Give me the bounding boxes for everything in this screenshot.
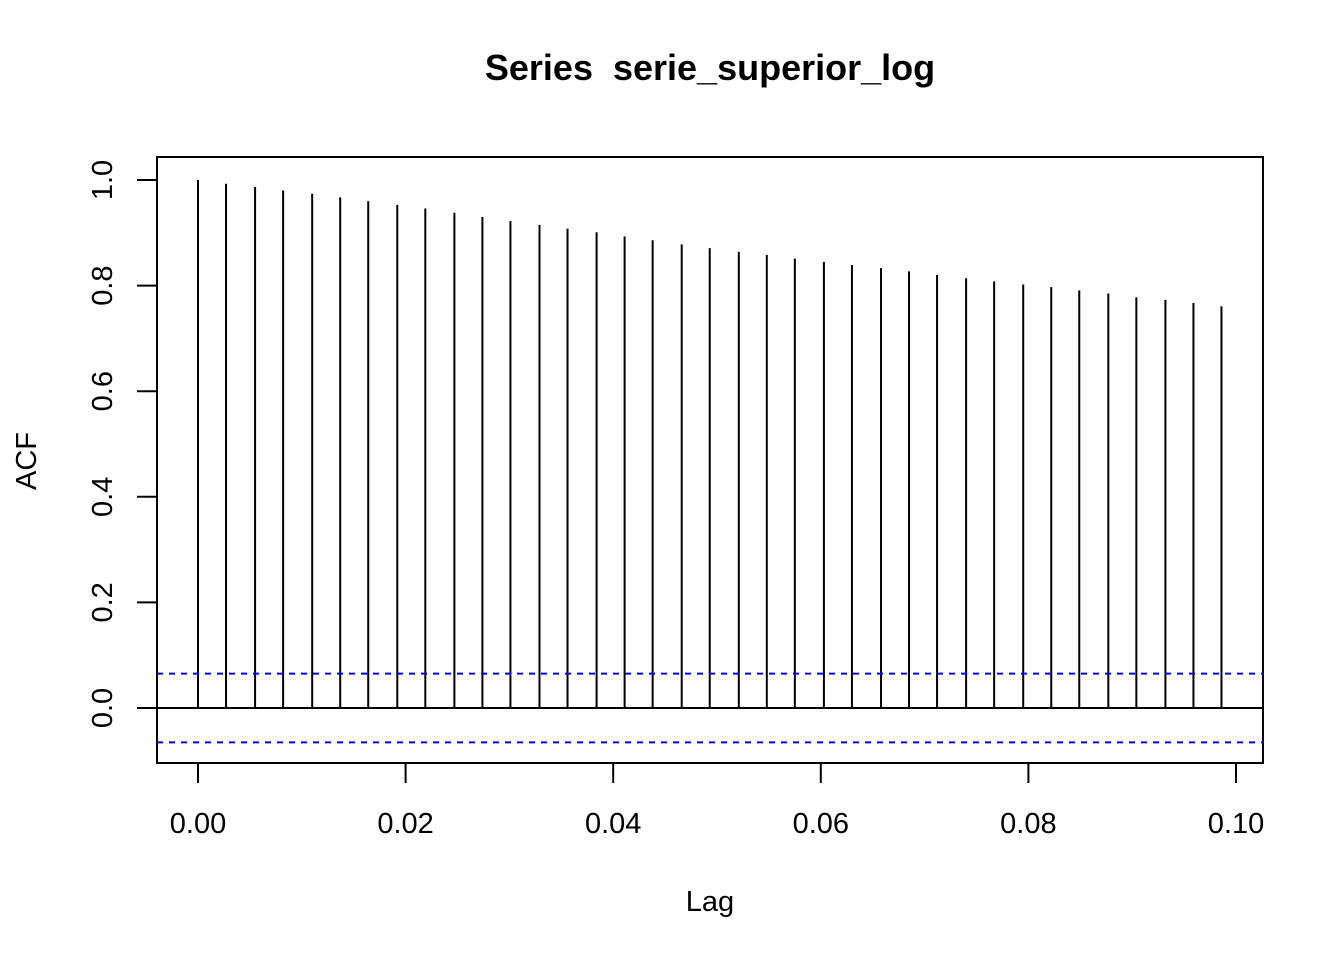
y-tick-label: 0.4 — [87, 477, 119, 517]
x-tick-label: 0.00 — [170, 808, 226, 840]
y-tick-label: 0.8 — [87, 265, 119, 305]
y-tick-label: 0.2 — [87, 582, 119, 622]
confidence-bounds — [157, 672, 1263, 744]
acf-bars — [197, 180, 1223, 708]
x-tick-label: 0.08 — [1000, 808, 1056, 840]
y-tick-label: 1.0 — [87, 160, 119, 200]
x-tick-label: 0.06 — [793, 808, 849, 840]
y-axis: 0.0 0.2 0.4 0.6 0.8 1.0 — [87, 160, 158, 728]
y-axis-label: ACF — [11, 432, 43, 490]
x-axis-label: Lag — [686, 886, 734, 918]
x-tick-label: 0.04 — [585, 808, 641, 840]
x-axis: 0.00 0.02 0.04 0.06 0.08 0.10 — [170, 762, 1264, 840]
x-tick-label: 0.10 — [1208, 808, 1264, 840]
x-tick-label: 0.02 — [377, 808, 433, 840]
chart-title: Series serie_superior_log — [485, 47, 935, 88]
y-tick-label: 0.0 — [87, 688, 119, 728]
y-tick-label: 0.6 — [87, 371, 119, 411]
